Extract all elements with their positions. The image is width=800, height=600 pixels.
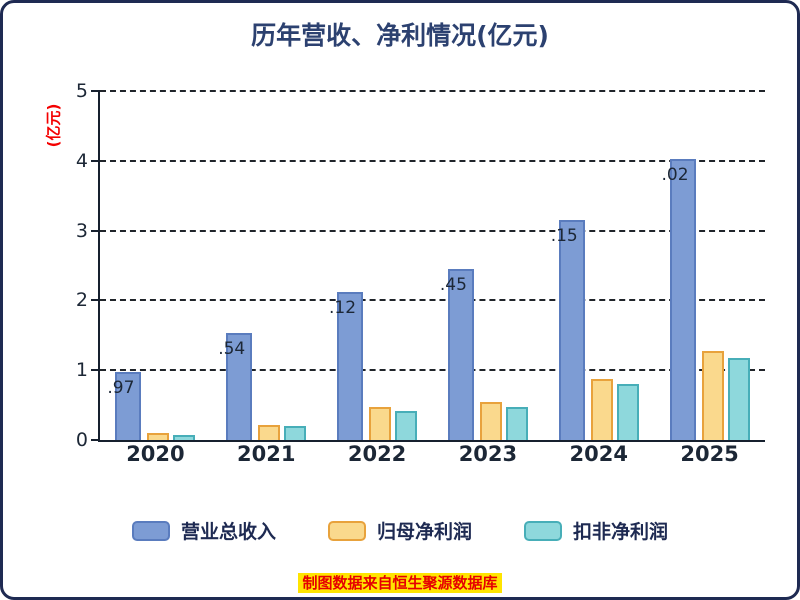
bar-net-profit-attributable-2025 — [701, 350, 724, 440]
bar-group-2021 — [211, 91, 322, 440]
gridline-y5 — [100, 90, 765, 92]
y-tick-mark — [91, 369, 100, 372]
y-tick-label: 4 — [75, 149, 88, 172]
bar-net-profit-attributable-2020 — [147, 433, 170, 440]
y-tick-mark — [91, 299, 100, 302]
y-tick-label: 2 — [75, 289, 88, 312]
x-axis-label-2025: 2025 — [680, 442, 739, 466]
legend-item-non-gaap-net-profit[interactable]: 扣非净利润 — [524, 517, 668, 544]
y-tick-label: 0 — [75, 429, 88, 451]
x-axis-label-2021: 2021 — [237, 442, 296, 466]
bar-total-revenue-2021 — [226, 332, 253, 440]
bar-total-revenue-2025 — [669, 159, 696, 440]
y-tick-label: 1 — [75, 359, 88, 382]
legend-swatch-total-revenue — [131, 520, 170, 541]
footer-note-text: 制图数据来自恒生聚源数据库 — [298, 573, 502, 593]
gridline-y2 — [100, 299, 765, 302]
bar-non-gaap-net-profit-2024 — [616, 384, 639, 440]
bar-value-label: .12 — [329, 298, 357, 319]
bar-group-2022 — [322, 91, 433, 440]
bar-value-label: .45 — [439, 274, 467, 295]
y-tick-mark — [91, 439, 100, 441]
legend-label-non-gaap-net-profit: 扣非净利润 — [573, 521, 669, 543]
y-tick-label: 3 — [75, 219, 88, 242]
bar-net-profit-attributable-2024 — [590, 378, 613, 440]
bar-total-revenue-2024 — [558, 220, 585, 440]
x-axis-label-2022: 2022 — [347, 442, 407, 466]
bar-net-profit-attributable-2023 — [479, 402, 502, 440]
y-tick-mark — [91, 229, 100, 232]
gridline-y4 — [100, 159, 765, 162]
gridline-y3 — [100, 229, 765, 232]
bar-non-gaap-net-profit-2022 — [395, 410, 418, 440]
legend: 营业总收入 归母净利润 扣非净利润 — [3, 517, 797, 544]
gridline-y1 — [100, 369, 765, 372]
bar-group-2020 — [100, 91, 211, 440]
bar-value-label: .02 — [661, 165, 689, 186]
bar-non-gaap-net-profit-2020 — [173, 435, 196, 440]
x-axis-label-2024: 2024 — [569, 442, 628, 466]
bar-total-revenue-2022 — [337, 292, 364, 440]
y-tick-mark — [91, 90, 100, 92]
legend-label-total-revenue: 营业总收入 — [180, 521, 276, 543]
y-tick-mark — [91, 159, 100, 162]
bar-non-gaap-net-profit-2025 — [727, 358, 750, 440]
footer-note: 制图数据来自恒生聚源数据库 — [3, 572, 797, 593]
legend-label-net-profit-attributable: 归母净利润 — [376, 521, 472, 543]
bar-total-revenue-2023 — [447, 269, 474, 440]
bar-net-profit-attributable-2022 — [369, 407, 392, 440]
bar-group-2025 — [654, 91, 765, 440]
plot-area: 0 1 2 3 4 5 .97 2020 .54 2021 .12 2022 .45 2023 .15 202… — [76, 80, 765, 466]
bar-total-revenue-2020 — [115, 372, 142, 440]
bar-group-2024 — [543, 91, 654, 440]
y-tick-label: 5 — [75, 80, 88, 102]
bar-net-profit-attributable-2021 — [258, 424, 281, 440]
legend-item-net-profit-attributable[interactable]: 归母净利润 — [327, 517, 472, 544]
chart-title: 历年营收、净利情况(亿元) — [251, 21, 549, 50]
bar-value-label: .15 — [550, 226, 578, 247]
legend-item-total-revenue[interactable]: 营业总收入 — [131, 517, 276, 544]
y-axis-label: (亿元) — [44, 103, 63, 148]
bar-group-2023 — [433, 91, 544, 440]
bar-non-gaap-net-profit-2023 — [505, 406, 528, 440]
legend-swatch-net-profit-attributable — [327, 520, 366, 541]
x-axis-label-2023: 2023 — [458, 442, 518, 466]
bar-non-gaap-net-profit-2021 — [284, 426, 307, 440]
bar-value-label: .97 — [107, 378, 135, 399]
bar-value-label: .54 — [218, 338, 246, 359]
x-axis-label-2020: 2020 — [126, 442, 185, 466]
legend-swatch-non-gaap-net-profit — [524, 520, 562, 541]
